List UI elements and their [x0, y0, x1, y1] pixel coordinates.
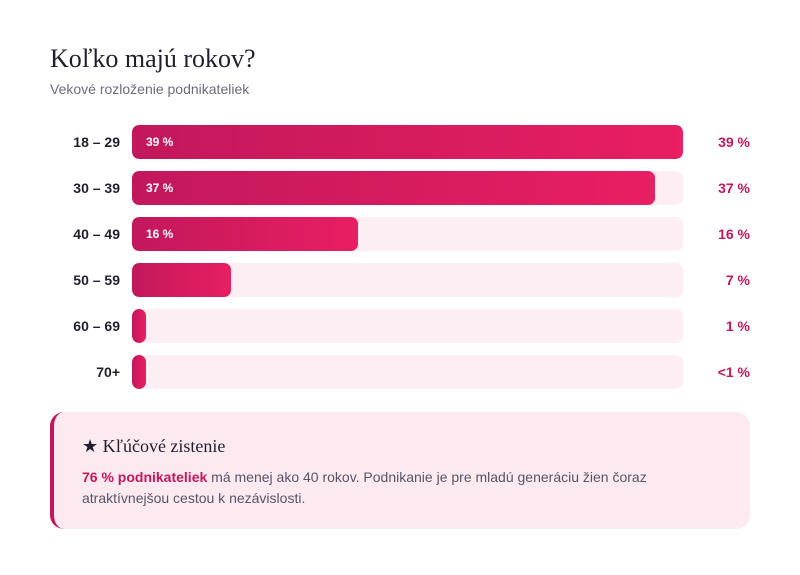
category-label: 40 – 49: [73, 226, 120, 242]
bar-track: 37 %: [132, 171, 683, 205]
chart-row: 70+ <1 %: [0, 355, 800, 389]
chart-row: 40 – 49 16 % 16 %: [0, 217, 800, 251]
callout-highlight: 76 % podnikateliek: [82, 469, 208, 485]
callout-body: má menej ako 40 rokov. Podnikanie je pre…: [82, 469, 647, 506]
chart-row: 30 – 39 37 % 37 %: [0, 171, 800, 205]
page-subtitle: Vekové rozloženie podnikateliek: [50, 81, 250, 97]
bar: [132, 355, 146, 389]
key-finding-callout: ★ Kľúčové zistenie 76 % podnikateliek má…: [50, 412, 750, 529]
bar-track: [132, 309, 683, 343]
category-label: 30 – 39: [73, 180, 120, 196]
chart-row: 50 – 59 7 %: [0, 263, 800, 297]
bar: [132, 171, 655, 205]
page-title: Koľko majú rokov?: [50, 44, 256, 73]
category-label: 70+: [96, 364, 120, 380]
bar-value-label: 7 %: [725, 272, 750, 288]
category-label: 18 – 29: [73, 134, 120, 150]
bar: [132, 217, 359, 251]
bar-value-label: <1 %: [717, 364, 750, 380]
bar-value-label: 37 %: [718, 180, 750, 196]
bar-value-label: 39 %: [718, 134, 750, 150]
bar-value-label: 1 %: [725, 318, 750, 334]
callout-title: ★ Kľúčové zistenie: [82, 436, 226, 456]
bar-inside-label: 16 %: [146, 227, 174, 241]
category-label: 60 – 69: [73, 318, 120, 334]
bar: [132, 263, 231, 297]
bar-inside-label: 37 %: [146, 181, 174, 195]
chart-row: 60 – 69 1 %: [0, 309, 800, 343]
bar-track: 16 %: [132, 217, 683, 251]
bar-value-label: 16 %: [718, 226, 750, 242]
callout-text: 76 % podnikateliek má menej ako 40 rokov…: [82, 467, 720, 509]
bar-track: 39 %: [132, 125, 683, 159]
bar-inside-label: 39 %: [146, 135, 174, 149]
bar-track: [132, 355, 683, 389]
bar-track: [132, 263, 683, 297]
bar: [132, 125, 683, 159]
category-label: 50 – 59: [73, 272, 120, 288]
chart-row: 18 – 29 39 % 39 %: [0, 125, 800, 159]
bar: [132, 309, 147, 343]
